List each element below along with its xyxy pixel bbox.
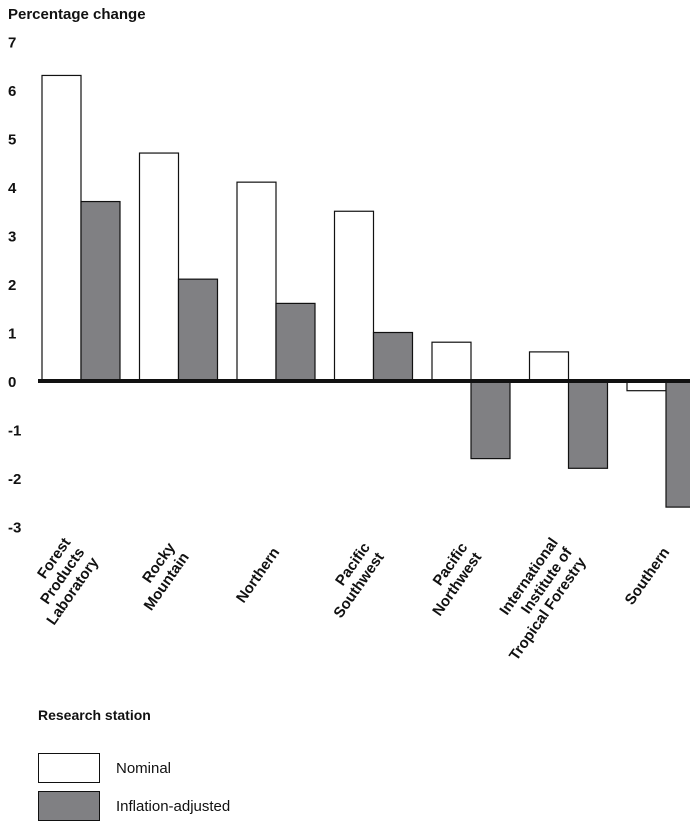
bar-nominal <box>236 181 277 382</box>
y-tick-label: -1 <box>8 423 21 440</box>
y-tick-label: 3 <box>8 229 16 246</box>
bar-nominal <box>333 210 375 382</box>
y-tick-label: 0 <box>8 374 16 391</box>
bar-inflation-adjusted <box>567 380 609 469</box>
y-axis-title: Percentage change <box>8 6 146 23</box>
legend-item-inflation-adjusted: Inflation-adjusted <box>38 791 230 821</box>
y-tick-label: 2 <box>8 277 16 294</box>
legend-label-inflation-adjusted: Inflation-adjusted <box>116 797 231 815</box>
bar-inflation-adjusted <box>665 380 690 508</box>
legend-swatch-nominal <box>38 753 100 783</box>
bar-inflation-adjusted <box>470 380 511 460</box>
legend-swatch-inflation-adjusted <box>38 791 100 821</box>
x-axis-title: Research station <box>38 707 151 723</box>
bar-inflation-adjusted <box>177 278 219 382</box>
bar-nominal <box>528 351 570 382</box>
y-tick-label: 4 <box>8 180 17 197</box>
y-tick-label: 7 <box>8 35 16 52</box>
bar-nominal <box>138 152 180 382</box>
bar-inflation-adjusted <box>275 302 316 382</box>
x-tick-label-line: Southern <box>622 545 674 609</box>
bar-inflation-adjusted <box>372 331 414 382</box>
legend-label-nominal: Nominal <box>116 759 172 777</box>
y-tick-label: -2 <box>8 471 21 488</box>
bar-nominal <box>431 341 472 382</box>
x-tick-label: Southern <box>622 545 674 609</box>
y-tick-label: -3 <box>8 520 21 537</box>
legend-item-nominal: Nominal <box>38 753 171 783</box>
x-tick-label-line: Northern <box>233 545 283 607</box>
x-tick-label: Northern <box>233 545 283 607</box>
bar-inflation-adjusted <box>80 200 121 382</box>
y-tick-label: 6 <box>8 83 16 100</box>
y-tick-label: 1 <box>8 326 16 343</box>
y-tick-label: 5 <box>8 132 16 149</box>
bar-nominal <box>41 74 82 382</box>
